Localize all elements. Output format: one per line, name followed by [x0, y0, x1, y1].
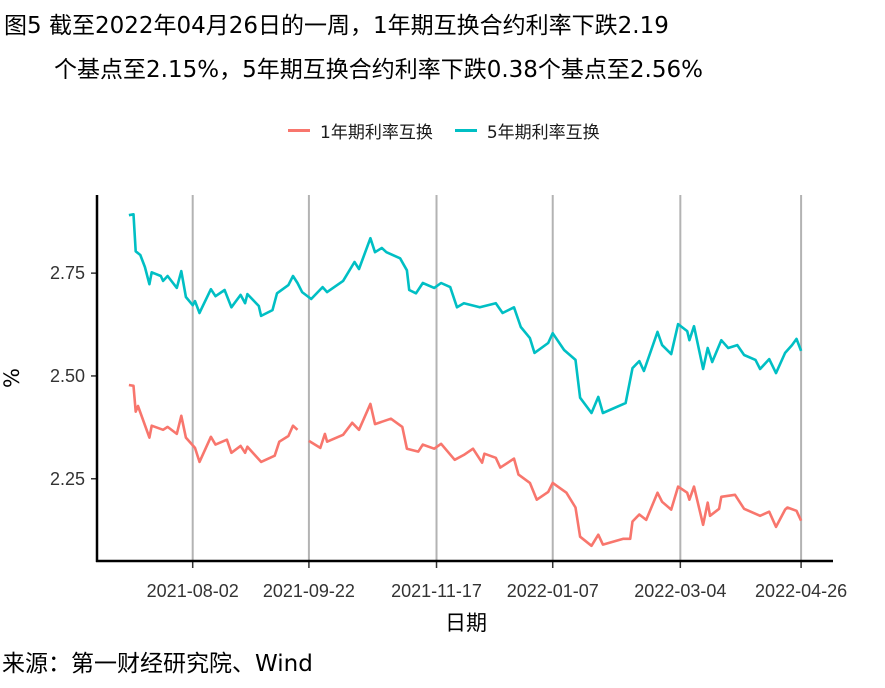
legend-item-5y: 5年期利率互换	[454, 118, 600, 143]
source-note: 来源：第一财经研究院、Wind	[2, 651, 313, 677]
x-axis-label: 日期	[445, 611, 487, 635]
y-tick-label: 2.75	[50, 263, 85, 283]
legend: 1年期利率互换 5年期利率互换	[288, 118, 622, 143]
x-tick-label: 2022-01-07	[507, 581, 599, 601]
x-tick-label: 2021-08-02	[147, 581, 239, 601]
legend-key-5y	[454, 129, 477, 132]
series-lines	[128, 213, 803, 548]
chart-title-line-1: 图5 截至2022年04月26日的一周，1年期互换合约利率下跌2.19	[4, 13, 669, 39]
legend-item-1y: 1年期利率互换	[288, 118, 433, 143]
legend-label-1y: 1年期利率互换	[320, 123, 433, 143]
y-tick-label: 2.50	[50, 366, 85, 386]
legend-label-5y: 5年期利率互换	[486, 123, 600, 143]
y-axis-label: %	[0, 368, 24, 388]
legend-key-1y	[288, 129, 310, 132]
x-tick-label: 2022-03-04	[634, 581, 726, 601]
y-tick-label: 2.25	[50, 469, 85, 489]
series-line-5y	[128, 213, 803, 415]
x-tick-label: 2021-09-22	[263, 581, 355, 601]
series-line-1y	[128, 383, 803, 548]
axes: 2021-08-02 2021-09-22 2021-11-17 2022-01-07…	[50, 195, 847, 601]
gridlines	[191, 195, 803, 561]
x-tick-label: 2021-11-17	[391, 581, 482, 601]
chart-title-line-2: 个基点至2.15%，5年期互换合约利率下跌0.38个基点至2.56%	[54, 57, 703, 83]
x-tick-label: 2022-04-26	[755, 581, 847, 601]
